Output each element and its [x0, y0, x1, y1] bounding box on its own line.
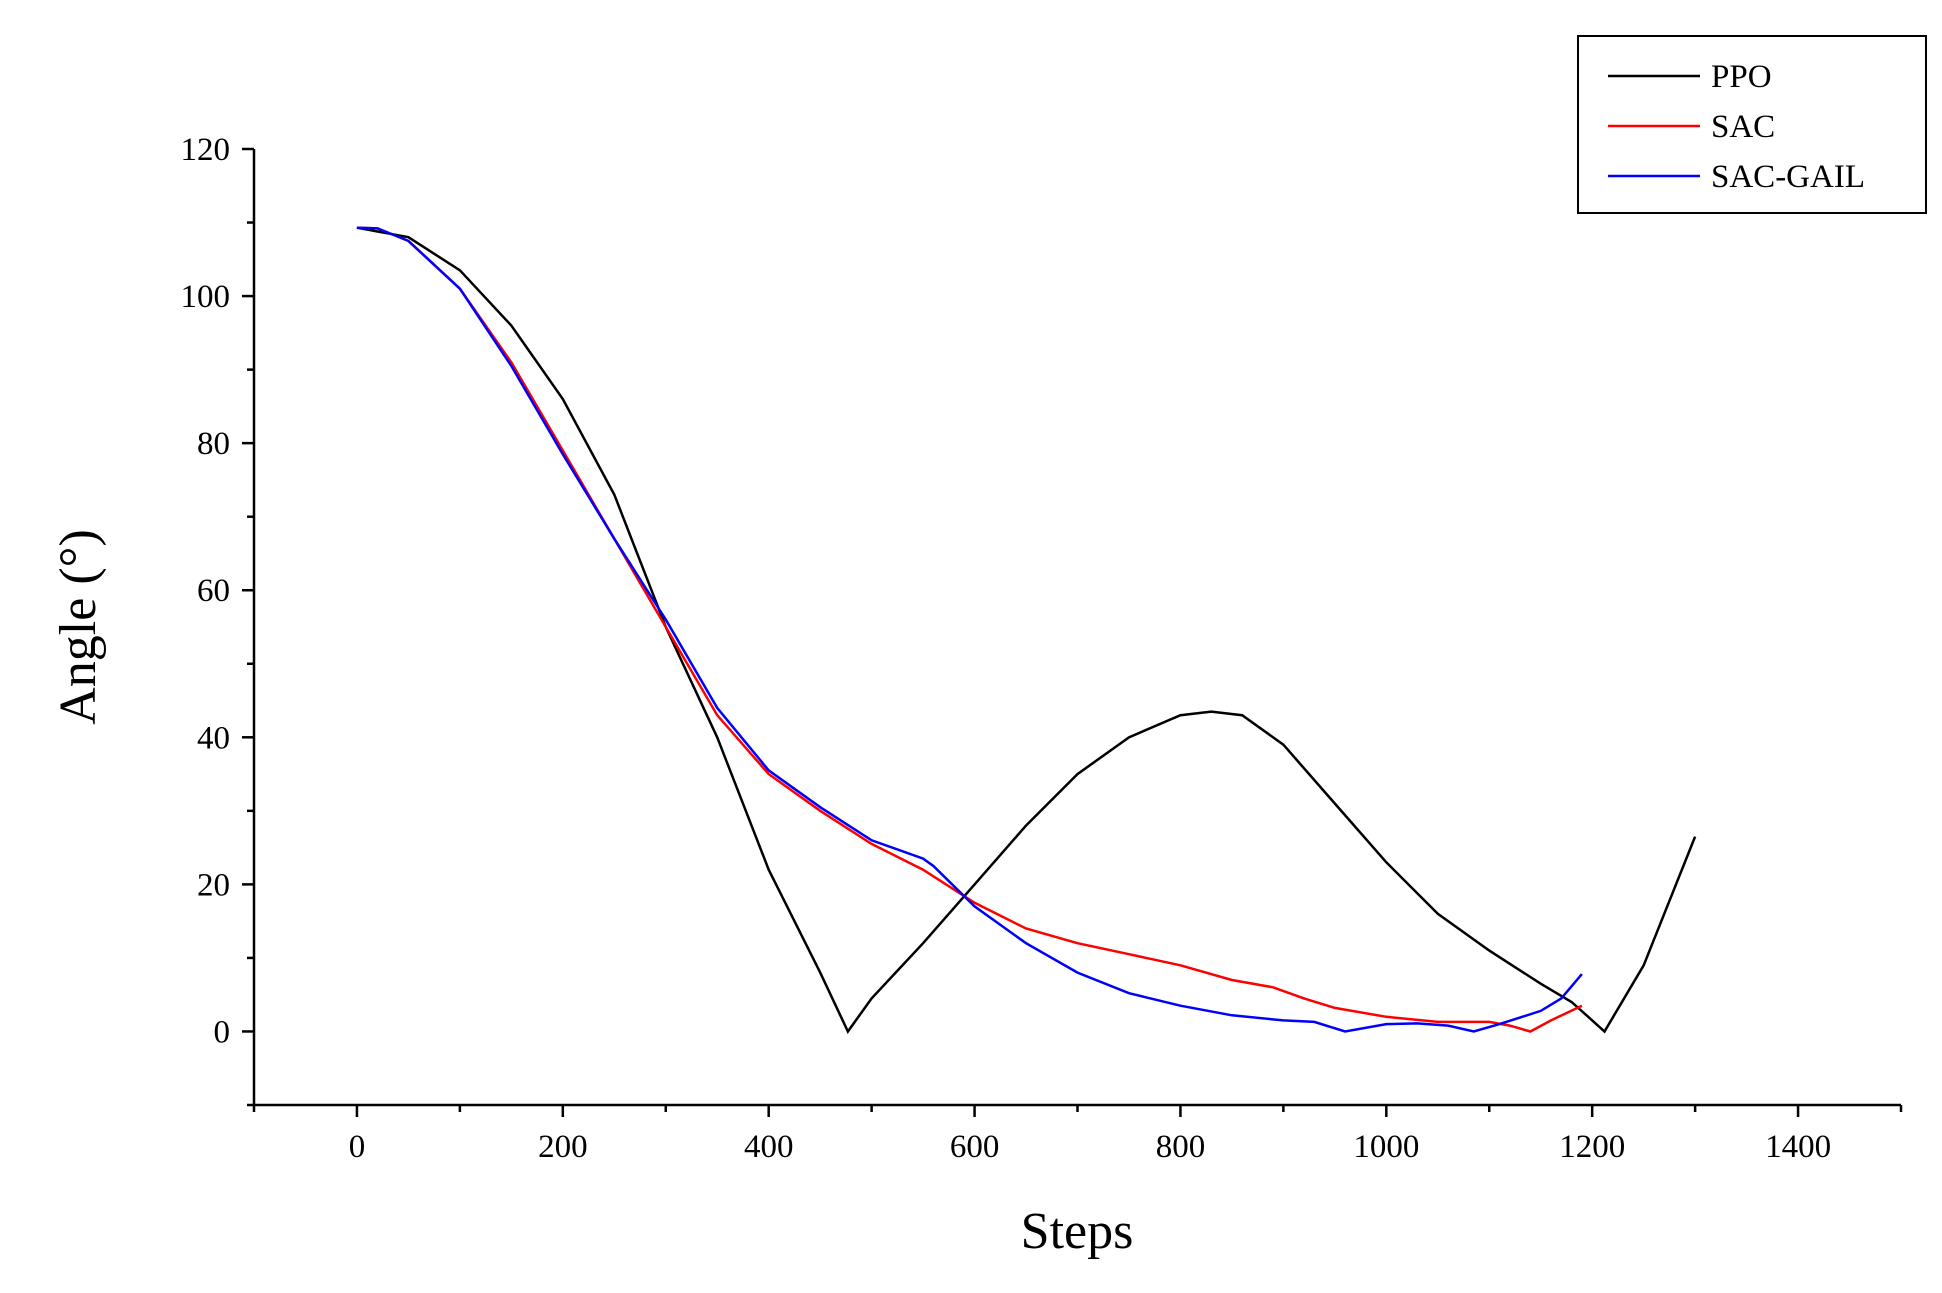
y-tick-label: 100	[181, 279, 231, 315]
y-tick-label: 80	[197, 426, 230, 462]
x-tick-label: 1400	[1765, 1129, 1831, 1165]
x-axis-label: Steps	[1021, 1203, 1134, 1260]
series-line	[356, 226, 1697, 1034]
y-tick-label: 20	[197, 867, 230, 903]
y-tick-label: 60	[197, 573, 230, 609]
y-axis-label: Angle (°)	[50, 529, 107, 725]
y-tick-label: 0	[214, 1014, 231, 1050]
x-tick-label: 1000	[1353, 1129, 1419, 1165]
x-tick-label: 200	[538, 1129, 588, 1165]
y-tick-label: 40	[197, 720, 230, 756]
x-tick-label: 0	[349, 1129, 366, 1165]
legend-label: SAC-GAIL	[1711, 159, 1865, 195]
x-tick-label: 400	[744, 1129, 794, 1165]
series-line	[356, 226, 1583, 1033]
series-line	[356, 226, 1583, 1033]
y-tick-label: 120	[181, 132, 231, 168]
x-tick-label: 600	[950, 1129, 1000, 1165]
legend-label: PPO	[1711, 59, 1772, 95]
legend-label: SAC	[1711, 109, 1775, 145]
x-tick-label: 800	[1156, 1129, 1206, 1165]
legend-box	[1577, 35, 1927, 214]
x-tick-label: 1200	[1559, 1129, 1625, 1165]
